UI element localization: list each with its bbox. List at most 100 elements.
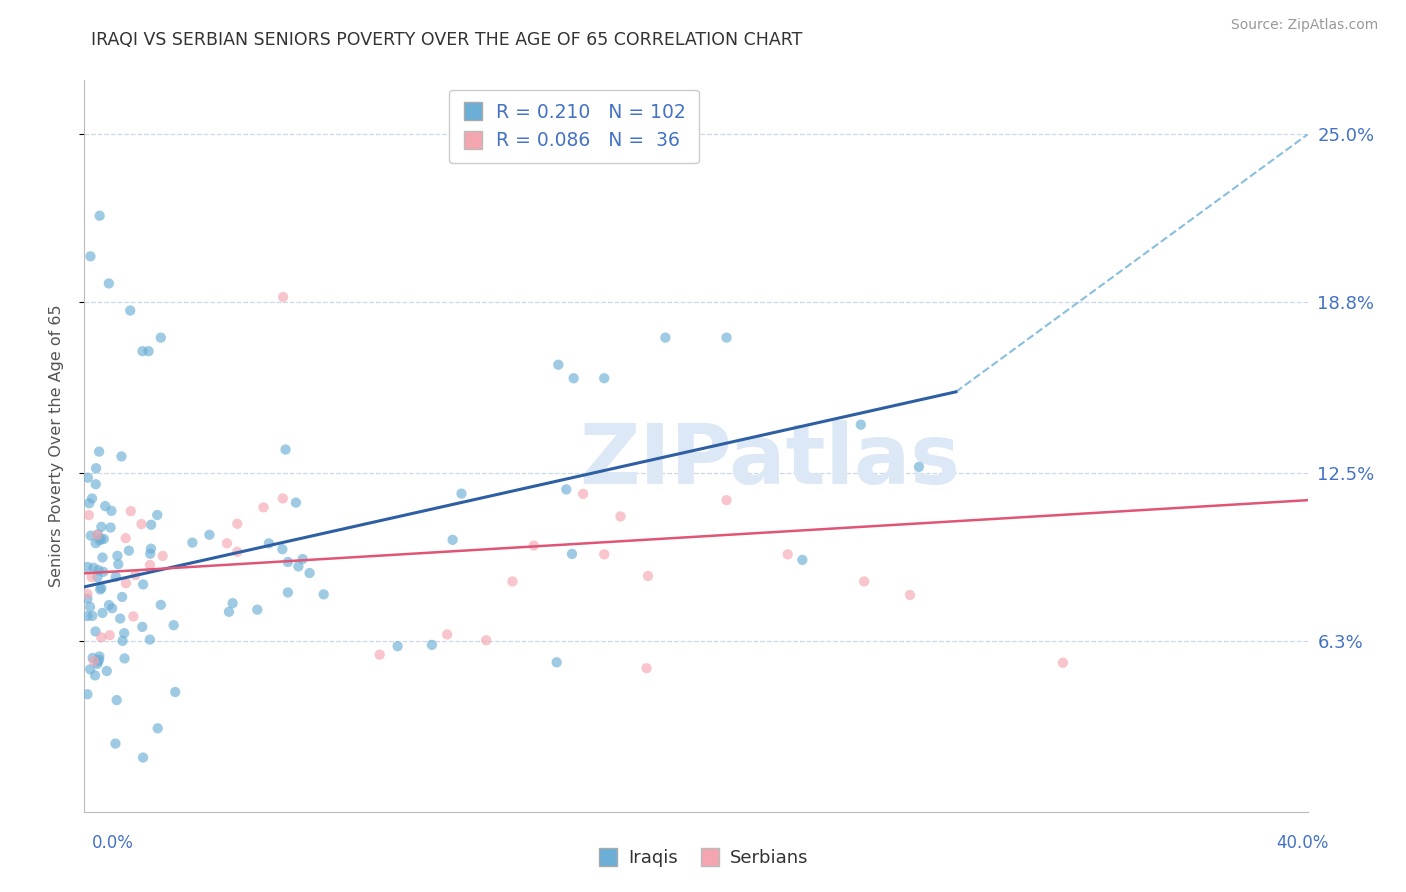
Point <box>76 471 98 485</box>
Point <box>716 331 738 345</box>
Point <box>139 632 162 647</box>
Point <box>139 541 162 556</box>
Point <box>122 609 145 624</box>
Point <box>76 687 98 701</box>
Point <box>98 628 121 642</box>
Point <box>111 590 134 604</box>
Point <box>138 344 160 359</box>
Point <box>441 533 464 547</box>
Point <box>80 529 103 543</box>
Point <box>146 508 169 522</box>
Point <box>90 631 112 645</box>
Point <box>77 496 100 510</box>
Point <box>152 549 174 563</box>
Point <box>80 570 103 584</box>
Point <box>79 662 101 676</box>
Point <box>502 574 524 589</box>
Point <box>475 633 498 648</box>
Point <box>593 547 616 561</box>
Point <box>387 639 409 653</box>
Point <box>107 558 129 572</box>
Point <box>450 486 472 500</box>
Point <box>87 654 110 668</box>
Point <box>107 549 129 563</box>
Point <box>77 508 100 522</box>
Point <box>139 547 162 561</box>
Point <box>84 461 107 475</box>
Point <box>76 587 98 601</box>
Point <box>246 603 269 617</box>
Point <box>163 618 186 632</box>
Text: 40.0%: 40.0% <box>1277 834 1329 852</box>
Point <box>215 536 238 550</box>
Point <box>792 553 814 567</box>
Point <box>87 444 110 458</box>
Point <box>562 371 585 385</box>
Point <box>898 588 921 602</box>
Point <box>118 543 141 558</box>
Point <box>131 517 153 532</box>
Point <box>298 566 321 580</box>
Point <box>131 620 153 634</box>
Point <box>221 596 243 610</box>
Point <box>149 598 172 612</box>
Point <box>277 585 299 599</box>
Y-axis label: Seniors Poverty Over the Age of 65: Seniors Poverty Over the Age of 65 <box>49 305 63 587</box>
Text: IRAQI VS SERBIAN SENIORS POVERTY OVER THE AGE OF 65 CORRELATION CHART: IRAQI VS SERBIAN SENIORS POVERTY OVER TH… <box>91 31 803 49</box>
Point <box>312 587 335 601</box>
Point <box>80 491 103 506</box>
Point <box>84 624 107 639</box>
Point <box>226 516 249 531</box>
Point <box>572 487 595 501</box>
Point <box>90 520 112 534</box>
Point <box>89 209 111 223</box>
Point <box>87 527 110 541</box>
Point <box>105 693 128 707</box>
Point <box>120 504 142 518</box>
Point <box>87 653 110 667</box>
Point <box>91 606 114 620</box>
Point <box>82 608 104 623</box>
Point <box>110 450 132 464</box>
Point <box>83 561 105 575</box>
Point <box>104 569 127 583</box>
Point <box>555 483 578 497</box>
Point <box>547 358 569 372</box>
Point <box>546 655 568 669</box>
Point <box>97 277 120 291</box>
Point <box>84 536 107 550</box>
Point <box>84 668 107 682</box>
Point <box>98 598 121 612</box>
Point <box>284 495 307 509</box>
Point <box>609 509 631 524</box>
Point <box>716 493 738 508</box>
Point <box>132 577 155 591</box>
Point <box>271 491 294 506</box>
Point <box>523 539 546 553</box>
Point <box>257 536 280 550</box>
Point <box>776 547 799 561</box>
Point <box>120 303 142 318</box>
Point <box>89 533 111 548</box>
Point <box>139 558 162 572</box>
Point <box>96 664 118 678</box>
Point <box>76 560 98 574</box>
Point <box>420 638 443 652</box>
Point <box>86 657 108 671</box>
Point <box>849 417 872 432</box>
Point <box>271 542 294 557</box>
Point <box>91 550 114 565</box>
Point <box>114 651 136 665</box>
Point <box>94 499 117 513</box>
Text: ZIPatlas: ZIPatlas <box>579 420 960 501</box>
Point <box>198 528 221 542</box>
Point <box>89 649 111 664</box>
Point <box>76 591 98 606</box>
Point <box>252 500 274 515</box>
Point <box>124 568 146 582</box>
Point <box>100 520 122 534</box>
Point <box>86 528 108 542</box>
Point <box>132 750 155 764</box>
Point <box>83 654 105 668</box>
Point <box>112 626 135 640</box>
